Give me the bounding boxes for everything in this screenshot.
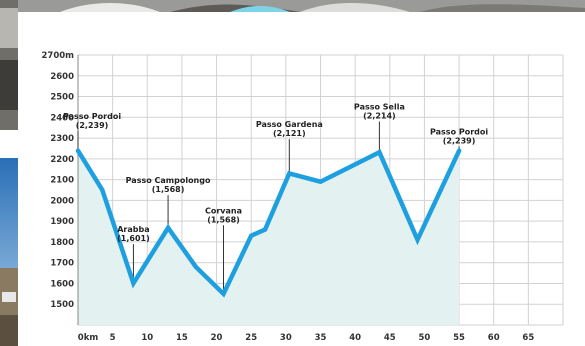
y-tick-label: 2500 xyxy=(50,93,74,103)
annotation-name: Passo Campolongo xyxy=(126,176,211,185)
annotation-name: Passo Sella xyxy=(354,102,405,111)
y-tick-label: 2400 xyxy=(50,113,74,123)
x-tick-label: 10 xyxy=(141,333,153,343)
x-tick-label: 55 xyxy=(453,333,465,343)
annotation-name: Passo Pordoi xyxy=(63,112,121,121)
x-tick-label: 15 xyxy=(176,333,188,343)
annotation-elevation: (1,568) xyxy=(207,215,240,224)
top-photo-band xyxy=(0,0,585,12)
left-photo-band xyxy=(0,0,18,346)
y-tick-label: 1800 xyxy=(50,238,74,248)
y-tick-label: 2300 xyxy=(50,134,74,144)
annotation-name: Corvana xyxy=(205,206,242,215)
y-tick-label: 1500 xyxy=(50,300,74,310)
annotation-elevation: (2,214) xyxy=(363,111,396,120)
x-tick-label: 50 xyxy=(419,333,431,343)
x-tick-label: 45 xyxy=(384,333,396,343)
annotation-name: Arabba xyxy=(117,225,149,234)
annotation-elevation: (1,568) xyxy=(152,185,185,194)
annotation-elevation: (1,601) xyxy=(117,234,150,243)
x-tick-label: 0km xyxy=(78,333,99,343)
line-layer xyxy=(75,148,462,298)
x-tick-label: 60 xyxy=(488,333,500,343)
annotation-elevation: (2,239) xyxy=(443,136,476,145)
x-tick-label: 5 xyxy=(110,333,116,343)
y-tick-label: 1900 xyxy=(50,217,74,227)
y-tick-label: 2200 xyxy=(50,155,74,165)
x-tick-label: 40 xyxy=(349,333,361,343)
x-tick-label: 25 xyxy=(245,333,257,343)
x-tick-label: 35 xyxy=(315,333,327,343)
x-tick-labels: 0km 5 10 15 20 25 30 35 40 45 50 55 60 65 xyxy=(78,333,535,343)
y-tick-labels: 1500 1600 1700 1800 1900 2000 2100 2200 2300 2400… xyxy=(41,51,74,310)
y-tick-label: 2100 xyxy=(50,176,74,186)
y-tick-label: 1700 xyxy=(50,259,74,269)
elevation-area xyxy=(78,150,460,325)
area-layer xyxy=(78,150,460,325)
y-tick-label: 2600 xyxy=(50,72,74,82)
x-tick-label: 30 xyxy=(280,333,292,343)
x-tick-label: 20 xyxy=(211,333,223,343)
annotations: Passo Pordoi(2,239)Arabba(1,601)Passo Ca… xyxy=(63,102,488,243)
annotation-name: Passo Pordoi xyxy=(430,127,488,136)
y-tick-label: 1600 xyxy=(50,279,74,289)
annotation-elevation: (2,239) xyxy=(76,121,109,130)
annotation-elevation: (2,121) xyxy=(273,129,306,138)
y-tick-label: 2000 xyxy=(50,196,74,206)
x-tick-label: 65 xyxy=(522,333,534,343)
annotation-name: Passo Gardena xyxy=(256,120,323,129)
y-tick-label: 2700m xyxy=(41,51,74,61)
